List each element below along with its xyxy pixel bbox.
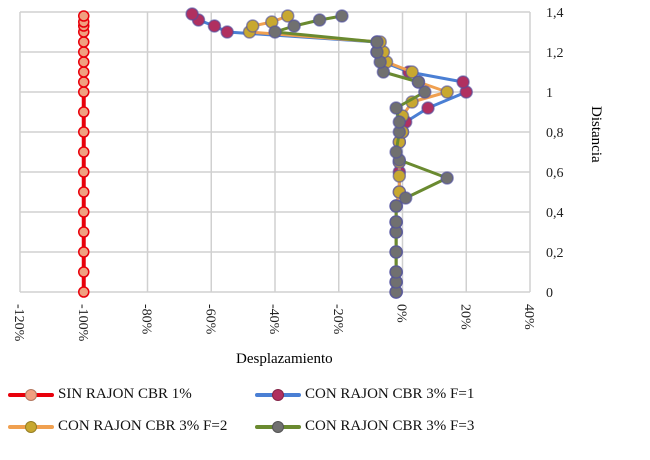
x-tick-label: 40%	[521, 304, 536, 330]
legend-swatch	[255, 387, 301, 403]
x-tick-label: 0%	[394, 304, 409, 323]
data-point-3	[398, 191, 413, 205]
data-point-2	[245, 19, 260, 33]
data-point-2	[405, 65, 419, 79]
legend-label: SIN RAJON CBR 1%	[58, 386, 192, 402]
x-tick-label: -80%	[139, 304, 154, 335]
data-point-2	[281, 9, 295, 23]
x-tick-label: -100%	[75, 304, 90, 342]
data-point-0	[78, 106, 90, 118]
x-tick-label: -60%	[202, 304, 217, 335]
data-point-0	[78, 266, 90, 278]
data-point-0	[78, 206, 90, 218]
data-point-1	[185, 7, 199, 21]
data-point-3	[389, 199, 403, 213]
y-tick-label: 0,8	[546, 126, 564, 141]
data-point-0	[78, 36, 90, 48]
legend-swatch	[255, 419, 301, 435]
data-point-3	[389, 101, 403, 115]
data-point-0	[78, 56, 90, 68]
data-point-3	[392, 115, 407, 129]
data-point-0	[78, 166, 90, 178]
x-tick-label: -20%	[330, 304, 345, 335]
data-point-2	[392, 169, 407, 183]
data-point-3	[389, 145, 403, 159]
data-point-0	[78, 246, 90, 258]
legend-item-3: CON RAJON CBR 3% F=3	[255, 418, 474, 435]
data-point-0	[78, 86, 90, 98]
legend-swatch	[8, 419, 54, 435]
series-line-2	[248, 14, 449, 292]
data-point-0	[78, 146, 90, 158]
y-tick-label: 0,6	[546, 166, 564, 181]
legend-label: CON RAJON CBR 3% F=1	[305, 386, 475, 402]
legend-item-1: CON RAJON CBR 3% F=1	[255, 386, 474, 403]
x-tick-label: 20%	[457, 304, 472, 330]
x-axis-label: Desplazamiento	[236, 351, 333, 367]
x-tick-label: -40%	[266, 304, 281, 335]
data-point-0	[78, 186, 90, 198]
data-point-0	[78, 46, 90, 58]
y-tick-label: 1,4	[546, 6, 564, 21]
data-point-3	[335, 9, 349, 23]
data-point-0	[78, 226, 90, 238]
data-point-3	[312, 13, 327, 27]
data-point-3	[389, 215, 403, 229]
legend-label: CON RAJON CBR 3% F=3	[305, 418, 475, 434]
data-point-1	[456, 75, 470, 89]
data-point-0	[78, 10, 90, 22]
y-tick-label: 1	[546, 86, 553, 101]
data-point-3	[389, 265, 403, 279]
data-point-3	[389, 245, 403, 259]
data-point-3	[370, 35, 384, 49]
data-point-1	[207, 19, 222, 33]
series-line-1	[191, 12, 468, 292]
data-point-3	[287, 19, 301, 33]
x-tick-label: -120%	[11, 304, 26, 342]
legend-item-2: CON RAJON CBR 3% F=2	[8, 418, 227, 435]
y-tick-label: 0	[546, 286, 553, 301]
legend-swatch	[8, 387, 54, 403]
data-point-0	[78, 66, 90, 78]
series-line-3	[273, 14, 449, 292]
data-point-1	[421, 101, 435, 115]
legend-item-0: SIN RAJON CBR 1%	[8, 386, 192, 403]
y-tick-label: 0,2	[546, 246, 564, 261]
data-point-0	[78, 286, 90, 298]
data-point-3	[268, 25, 282, 39]
data-point-2	[440, 85, 454, 99]
data-point-3	[440, 171, 454, 185]
y-axis-label: Distancia	[588, 106, 604, 163]
y-tick-label: 1,2	[546, 46, 564, 61]
data-point-1	[220, 25, 234, 39]
data-point-3	[411, 75, 426, 89]
y-tick-label: 0,4	[546, 206, 564, 221]
data-point-3	[418, 85, 432, 99]
legend-label: CON RAJON CBR 3% F=2	[58, 418, 228, 434]
data-point-0	[78, 76, 90, 88]
data-point-0	[78, 126, 90, 138]
